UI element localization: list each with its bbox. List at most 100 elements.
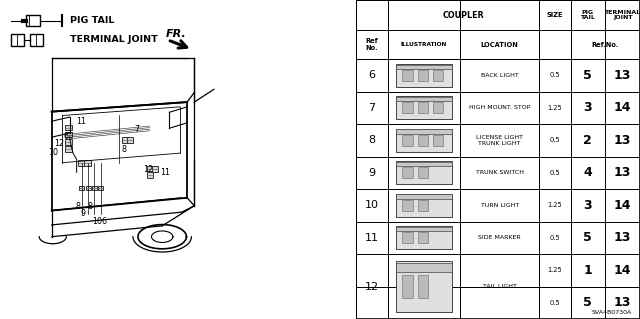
Bar — [147, 166, 153, 172]
Bar — [418, 135, 428, 145]
Bar — [396, 263, 452, 272]
Bar — [396, 194, 452, 217]
Text: 1.25: 1.25 — [548, 105, 563, 111]
Bar — [396, 96, 452, 119]
Text: 0.5: 0.5 — [550, 170, 560, 176]
Bar — [65, 125, 72, 130]
Bar — [147, 172, 153, 178]
Text: 11: 11 — [76, 117, 86, 126]
Text: SIDE MARKER: SIDE MARKER — [478, 235, 521, 240]
Text: 8: 8 — [369, 135, 376, 145]
Text: 13: 13 — [614, 166, 631, 179]
Bar — [396, 130, 452, 134]
Text: 13: 13 — [614, 231, 631, 244]
Bar — [30, 34, 44, 46]
Text: 8: 8 — [122, 145, 127, 154]
Text: Ref.No.: Ref.No. — [591, 42, 619, 48]
Bar — [65, 146, 72, 152]
Text: 14: 14 — [614, 199, 631, 212]
Bar — [418, 275, 428, 298]
Bar — [65, 132, 72, 137]
Bar — [152, 166, 158, 172]
Text: 13: 13 — [614, 69, 631, 82]
Bar — [396, 161, 452, 184]
Text: 0.5: 0.5 — [550, 300, 560, 306]
Text: 8: 8 — [76, 202, 80, 211]
Text: 12: 12 — [365, 281, 379, 292]
Bar — [418, 70, 428, 80]
Text: 10: 10 — [92, 217, 102, 226]
Text: COUPLER: COUPLER — [443, 11, 484, 20]
Bar — [396, 195, 452, 199]
Text: TERMINAL JOINT: TERMINAL JOINT — [70, 35, 157, 44]
Bar — [403, 200, 413, 211]
Text: TURN LIGHT: TURN LIGHT — [481, 203, 519, 208]
Bar — [396, 63, 452, 87]
Bar — [122, 137, 128, 143]
Text: LOCATION: LOCATION — [481, 42, 518, 48]
Text: TERMINAL
JOINT: TERMINAL JOINT — [604, 10, 640, 20]
Bar — [403, 102, 413, 113]
Text: BACK LIGHT: BACK LIGHT — [481, 73, 518, 78]
Text: 5: 5 — [584, 231, 592, 244]
Bar — [433, 135, 443, 145]
Text: TAIL LIGHT: TAIL LIGHT — [483, 284, 516, 289]
Bar — [26, 15, 40, 26]
Text: PIG TAIL: PIG TAIL — [70, 16, 114, 25]
Text: 6: 6 — [369, 70, 376, 80]
Bar — [418, 200, 428, 211]
Text: ILLUSTRATION: ILLUSTRATION — [401, 42, 447, 47]
Bar — [396, 97, 452, 101]
Text: 9: 9 — [81, 209, 86, 218]
Text: 4: 4 — [584, 166, 592, 179]
Text: FR.: FR. — [166, 29, 186, 39]
Text: 14: 14 — [614, 101, 631, 114]
Text: 6: 6 — [63, 132, 68, 141]
Text: 12: 12 — [54, 139, 64, 148]
Text: PIG
TAIL: PIG TAIL — [580, 10, 595, 20]
Text: 8: 8 — [87, 202, 92, 211]
Text: TRUNK SWITCH: TRUNK SWITCH — [476, 170, 524, 175]
Text: 10: 10 — [48, 148, 58, 157]
Bar — [418, 102, 428, 113]
Text: 14: 14 — [614, 264, 631, 277]
Bar — [127, 137, 133, 143]
Bar — [396, 64, 452, 69]
Bar — [403, 135, 413, 145]
Text: 0.5: 0.5 — [550, 235, 560, 241]
Bar — [403, 233, 413, 243]
Text: 3: 3 — [584, 199, 592, 212]
Bar — [403, 275, 413, 298]
Bar — [65, 139, 72, 145]
Text: 1.25: 1.25 — [548, 202, 563, 208]
Bar — [11, 34, 24, 46]
Bar — [418, 167, 428, 178]
Bar — [396, 261, 452, 312]
Text: 1.25: 1.25 — [548, 267, 563, 273]
Bar — [84, 160, 90, 166]
Bar — [98, 186, 103, 190]
Text: 12: 12 — [143, 165, 153, 174]
Text: 5: 5 — [584, 296, 592, 309]
Text: 7: 7 — [134, 125, 140, 134]
Text: Ref
No.: Ref No. — [366, 38, 378, 51]
Text: 11: 11 — [160, 168, 170, 177]
Bar — [403, 70, 413, 80]
Text: 3: 3 — [584, 101, 592, 114]
Bar — [78, 160, 84, 166]
Bar — [396, 129, 452, 152]
Text: 11: 11 — [365, 233, 379, 243]
Text: 2: 2 — [584, 134, 592, 147]
Text: 7: 7 — [369, 103, 376, 113]
Text: 0.5: 0.5 — [550, 72, 560, 78]
Text: LICENSE LIGHT
TRUNK LIGHT: LICENSE LIGHT TRUNK LIGHT — [476, 135, 523, 146]
Bar — [396, 227, 452, 231]
Text: 6: 6 — [102, 217, 107, 226]
Bar — [92, 186, 97, 190]
Text: 9: 9 — [369, 168, 376, 178]
Bar — [396, 226, 452, 249]
Text: 10: 10 — [365, 200, 379, 210]
Bar — [86, 186, 91, 190]
Text: 13: 13 — [614, 134, 631, 147]
Bar — [79, 186, 84, 190]
